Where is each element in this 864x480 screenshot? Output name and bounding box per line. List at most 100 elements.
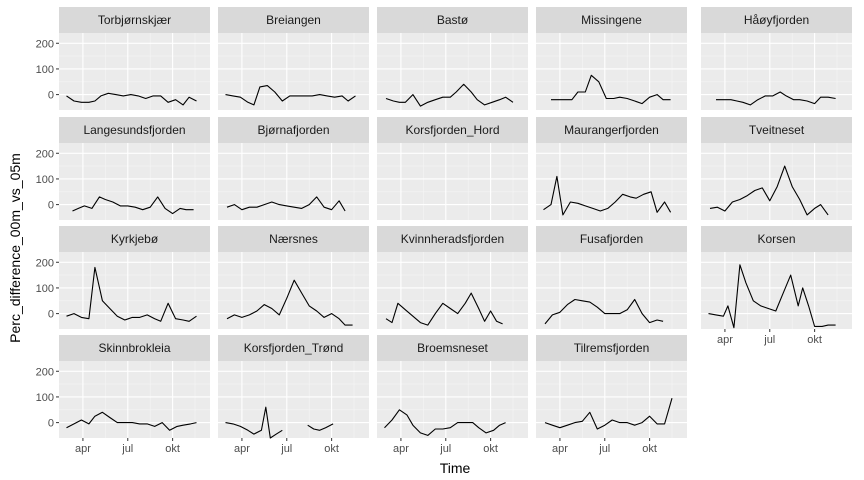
panel-11: Kyrkjebø 0 100 200 <box>36 226 210 329</box>
panel-10: Tveitneset <box>701 117 852 220</box>
x-tick-label: okt <box>642 443 657 455</box>
panel-title: Korsfjorden_Hord <box>405 123 499 137</box>
panel-3: Bastø <box>377 7 528 110</box>
panel-1: Torbjørnskjær 0 100 200 <box>36 7 210 110</box>
x-tick-label: apr <box>717 334 733 346</box>
y-tick-label: 0 <box>48 90 54 102</box>
panel-4: Missingene <box>536 7 687 110</box>
x-tick-label: jul <box>598 443 610 455</box>
panel-strip <box>701 7 852 33</box>
series-line <box>385 83 514 107</box>
panel-title: Nærsnes <box>269 232 318 246</box>
y-tick-label: 0 <box>48 418 54 430</box>
series-line <box>226 279 353 326</box>
y-tick-label: 0 <box>48 200 54 212</box>
series-line <box>72 196 194 215</box>
panel-background <box>377 143 528 220</box>
panel-background <box>701 252 852 329</box>
series-line <box>716 91 836 106</box>
panel-strip <box>536 226 687 252</box>
series-line <box>551 74 671 105</box>
panel-title: Torbjørnskjær <box>98 13 171 27</box>
panel-title: Skinnbrokleia <box>98 341 170 355</box>
series-line <box>544 298 664 325</box>
series-line <box>543 175 672 216</box>
panel-8: Korsfjorden_Hord <box>377 117 528 220</box>
y-tick-label: 100 <box>36 174 54 186</box>
panel-title: Tilremsfjorden <box>574 341 650 355</box>
y-tick-label: 0 <box>48 309 54 321</box>
panel-background <box>701 33 852 110</box>
x-tick-label: jul <box>121 443 133 455</box>
y-tick-label: 200 <box>36 148 54 160</box>
panel-strip <box>218 7 369 33</box>
y-tick-label: 200 <box>36 257 54 269</box>
x-tick-label: okt <box>165 443 180 455</box>
y-tick-label: 100 <box>36 283 54 295</box>
panel-strip <box>701 117 852 143</box>
panel-background <box>59 361 210 438</box>
x-axis-title: Time <box>440 460 471 476</box>
panel-strip <box>536 335 687 361</box>
panel-background <box>536 33 687 110</box>
panel-title: Broemsneset <box>417 341 488 355</box>
panel-strip <box>377 117 528 143</box>
series-line <box>225 406 283 439</box>
panel-16: Skinnbrokleia 0 100 200 apr jul okt <box>36 335 210 455</box>
series-line <box>708 264 836 329</box>
panel-title: Langesundsfjorden <box>83 123 185 137</box>
series-line <box>66 266 197 322</box>
panel-background <box>59 143 210 220</box>
panel-strip <box>377 7 528 33</box>
panel-background <box>536 252 687 329</box>
series-line <box>226 196 346 212</box>
panel-title: Korsfjorden_Trønd <box>244 341 344 355</box>
panel-9: Maurangerfjorden <box>536 117 687 220</box>
x-tick-label: okt <box>807 334 822 346</box>
panel-background <box>218 33 369 110</box>
panel-title: Kyrkjebø <box>111 232 159 246</box>
panel-strip <box>59 7 210 33</box>
panel-5: Håøyfjorden <box>701 7 852 110</box>
panel-background <box>377 33 528 110</box>
series-line <box>307 423 334 431</box>
panel-6: Langesundsfjorden 0 100 200 <box>36 117 210 220</box>
x-tick-label: apr <box>393 443 409 455</box>
panel-strip <box>218 226 369 252</box>
x-tick-label: apr <box>552 443 568 455</box>
panel-background <box>377 252 528 329</box>
panel-title: Kvinnheradsfjorden <box>401 232 504 246</box>
panel-14: Fusafjorden <box>536 226 687 329</box>
y-tick-label: 100 <box>36 392 54 404</box>
panel-title: Fusafjorden <box>580 232 643 246</box>
series-line <box>225 85 356 106</box>
panel-strip <box>701 226 852 252</box>
panel-strip <box>218 335 369 361</box>
panel-background <box>536 361 687 438</box>
x-tick-label: apr <box>75 443 91 455</box>
series-line <box>385 292 503 326</box>
series-line <box>544 398 673 430</box>
panel-title: Bastø <box>437 13 469 27</box>
x-tick-label: apr <box>234 443 250 455</box>
series-line <box>66 92 197 106</box>
panel-title: Bjørnafjorden <box>257 123 329 137</box>
panel-title: Håøyfjorden <box>744 13 809 27</box>
panel-12: Nærsnes <box>218 226 369 329</box>
panel-background <box>59 252 210 329</box>
series-line <box>384 409 506 436</box>
panel-background <box>377 361 528 438</box>
panel-strip <box>536 7 687 33</box>
panel-strip <box>59 117 210 143</box>
panel-background <box>218 361 369 438</box>
panel-background <box>218 252 369 329</box>
x-tick-label: jul <box>280 443 292 455</box>
panel-title: Breiangen <box>266 13 321 27</box>
panels-layer: Torbjørnskjær 0 100 200 Breiangen Bastø Missin… <box>36 7 852 455</box>
panel-title: Maurangerfjorden <box>564 123 659 137</box>
panel-title: Missingene <box>581 13 642 27</box>
x-tick-label: okt <box>324 443 339 455</box>
x-tick-label: okt <box>483 443 498 455</box>
panel-strip <box>377 226 528 252</box>
panel-background <box>701 143 852 220</box>
